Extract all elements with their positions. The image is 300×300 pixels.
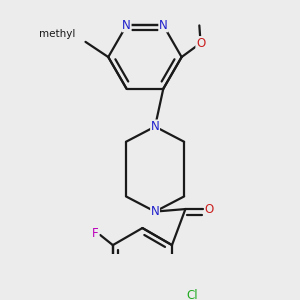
- Text: N: N: [151, 120, 159, 133]
- Text: O: O: [196, 37, 205, 50]
- Text: N: N: [122, 19, 131, 32]
- Text: N: N: [159, 19, 168, 32]
- Text: O: O: [205, 202, 214, 216]
- Text: N: N: [151, 205, 159, 218]
- Text: Cl: Cl: [186, 289, 198, 300]
- Text: methyl: methyl: [39, 29, 75, 39]
- Text: F: F: [92, 227, 99, 240]
